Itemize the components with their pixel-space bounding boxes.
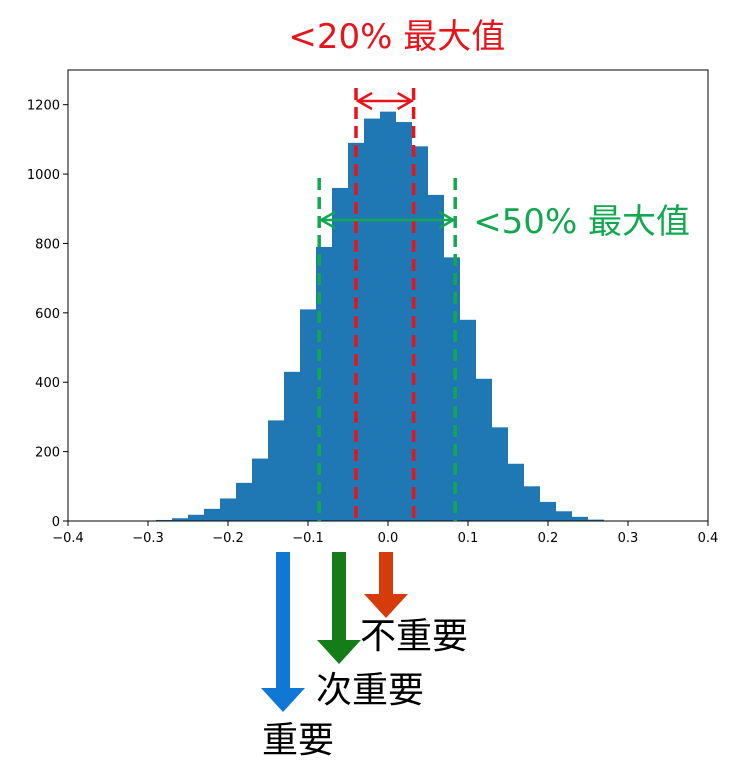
histogram-bar [428,194,444,521]
green-arrowhead-left [318,210,336,230]
arrow-down-icon-important [261,552,305,712]
histogram-bar [316,246,332,521]
histogram-bar [332,187,348,521]
annotation-20pct: <20% 最大值 [288,17,505,521]
y-tick-label: 600 [35,307,60,322]
histogram-bar [412,146,428,522]
red-arrowhead-left [355,91,373,111]
x-tick-label: −0.2 [212,531,244,546]
importance-arrows: 不重要 次重要 重要 [261,552,468,761]
red-arrowhead-right [396,91,415,111]
arrow-down-icon-unimportant [364,552,408,618]
histogram-bar [588,519,604,521]
histogram-bar [156,519,172,521]
histogram-bar [364,118,380,522]
y-tick-label: 800 [35,237,60,252]
y-tick-label: 400 [35,376,60,391]
histogram-bar [444,257,460,521]
histogram-bar [220,498,236,521]
x-tick-label: −0.1 [292,531,324,546]
label-secondary: 次重要 [316,670,424,711]
x-tick-label: 0.3 [618,531,639,546]
histogram-bar [268,420,284,521]
histogram-bar [300,309,316,521]
histogram-bar [508,463,524,521]
x-tick-label: 0.4 [698,531,719,546]
histogram-bar [492,427,508,521]
y-axis-ticks: 0 200 400 600 800 1000 1200 [27,99,68,530]
histogram-bar [284,371,300,521]
histogram-bar [524,486,540,521]
histogram-bar [396,122,412,522]
histogram-bar [540,501,556,521]
x-axis-ticks: −0.4 −0.3 −0.2 −0.1 0.0 0.1 0.2 0.3 0.4 [52,521,718,546]
y-tick-label: 200 [35,446,60,461]
x-tick-label: −0.3 [132,531,164,546]
histogram-bar [380,111,396,521]
x-tick-label: 0.1 [458,531,479,546]
histogram-bar [204,508,220,521]
y-tick-label: 1200 [27,99,60,114]
histogram-bar [460,319,476,521]
histogram-bar [188,514,204,521]
histogram-bar [236,482,252,521]
histogram-bar [348,142,364,521]
green-arrowhead-right [438,210,456,230]
histogram-bar [252,458,268,521]
arrow-down-icon-secondary [317,552,361,664]
label-important: 重要 [262,720,334,761]
x-tick-label: −0.4 [52,531,84,546]
label-unimportant: 不重要 [360,616,468,657]
annotation-50pct-label: <50% 最大值 [473,202,690,242]
x-tick-label: 0.2 [538,531,559,546]
histogram-bar [172,518,188,521]
histogram-bar [572,516,588,521]
y-tick-label: 0 [52,515,60,530]
histogram-bar [476,378,492,521]
y-tick-label: 1000 [27,168,60,183]
annotation-20pct-label: <20% 最大值 [288,17,505,57]
annotation-50pct: <50% 最大值 [317,178,690,521]
histogram-bars [156,111,604,522]
x-tick-label: 0.0 [378,531,399,546]
histogram-bar [556,511,572,521]
